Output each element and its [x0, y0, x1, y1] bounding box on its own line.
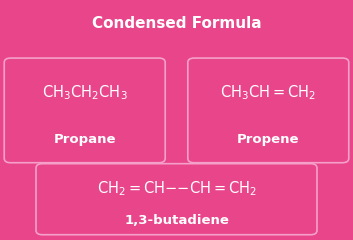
Text: Condensed Formula: Condensed Formula	[92, 17, 261, 31]
FancyBboxPatch shape	[188, 58, 349, 163]
Text: $\mathregular{CH_2{=}CH{-}{-}CH{=}CH_2}$: $\mathregular{CH_2{=}CH{-}{-}CH{=}CH_2}$	[96, 179, 257, 198]
Text: Propane: Propane	[53, 133, 116, 146]
Text: $\mathregular{CH_3CH{=}CH_2}$: $\mathregular{CH_3CH{=}CH_2}$	[220, 83, 316, 102]
Text: 1,3-butadiene: 1,3-butadiene	[124, 214, 229, 227]
Text: $\mathregular{CH_3CH_2CH_3}$: $\mathregular{CH_3CH_2CH_3}$	[42, 83, 127, 102]
Text: Propene: Propene	[237, 133, 300, 146]
FancyBboxPatch shape	[36, 164, 317, 235]
FancyBboxPatch shape	[4, 58, 165, 163]
